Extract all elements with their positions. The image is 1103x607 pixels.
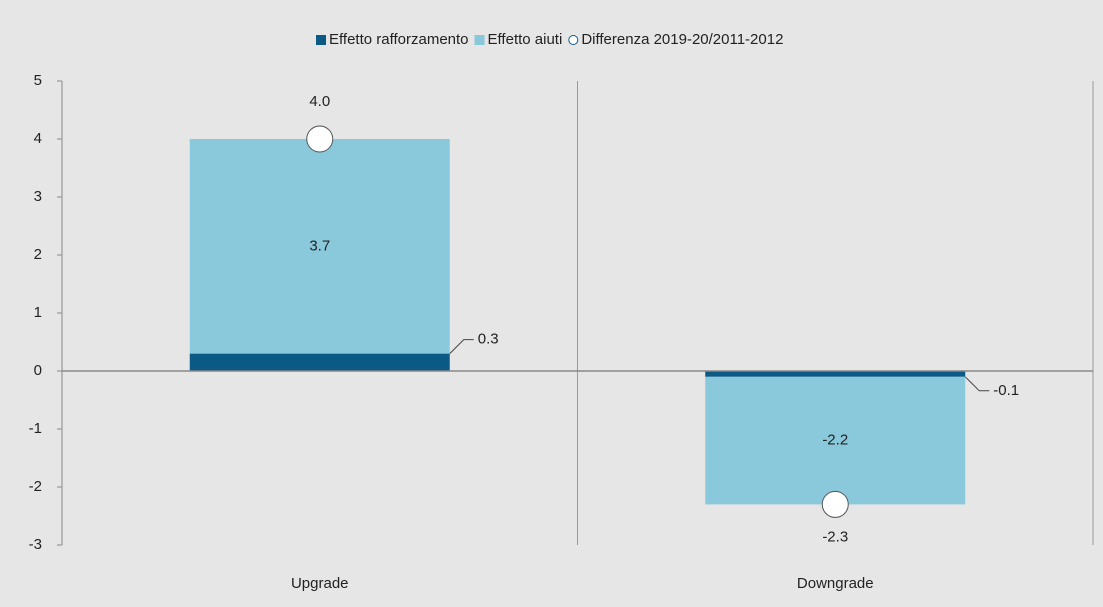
y-tick-label: 5 [34,72,42,89]
data-label: 0.3 [478,331,499,348]
y-tick-label: -3 [29,536,42,553]
data-label: 4.0 [309,93,330,110]
y-tick-label: -2 [29,478,42,495]
legend-marker [316,35,326,45]
y-tick-label: 4 [34,130,42,147]
x-tick-label: Downgrade [797,575,874,592]
data-label: -2.3 [822,528,848,545]
y-tick-label: 3 [34,188,42,205]
bar [189,139,450,354]
bar [705,376,966,505]
point [306,125,334,153]
legend-label: Differenza 2019-20/2011-2012 [581,31,783,48]
bar [189,353,450,371]
y-tick-label: 0 [34,362,42,379]
y-tick-label: 2 [34,246,42,263]
legend-label: Effetto aiuti [488,31,563,48]
point [821,490,849,518]
bar [705,371,966,377]
data-label: 3.7 [309,237,330,254]
y-tick-label: -1 [29,420,42,437]
y-tick-label: 1 [34,304,42,321]
legend-marker [474,35,485,45]
data-label: -0.1 [993,382,1019,399]
x-tick-label: Upgrade [291,575,349,592]
legend-label: Effetto rafforzamento [329,31,469,48]
leader-line [964,376,990,392]
data-label: -2.2 [822,432,848,449]
leader-line [449,339,474,354]
legend-marker [568,35,579,45]
